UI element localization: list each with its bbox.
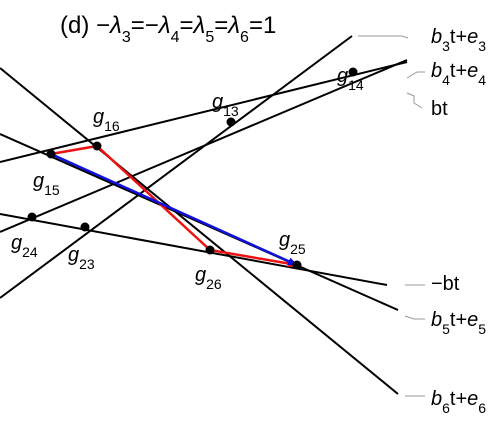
- blue-path: [50, 152, 298, 267]
- points-layer: [27, 67, 358, 270]
- diagram-title: (d) −λ3=−λ4=λ5=λ6=1: [60, 12, 276, 46]
- lines-layer: [0, 35, 408, 395]
- line-b6t-e6: [0, 67, 399, 395]
- line-bt: [0, 61, 408, 163]
- point-label-g15: g15: [33, 170, 60, 198]
- point-label-g23: g23: [68, 244, 95, 272]
- leader-b4t-e4: [406, 71, 425, 79]
- point-g25: [292, 260, 302, 270]
- line-label-b4t-e4: b4t+e4: [431, 60, 486, 88]
- line-label-bt: bt: [431, 98, 448, 120]
- point-label-g25: g25: [279, 229, 306, 257]
- point-g26: [205, 245, 215, 255]
- leader-b5t-e5: [404, 315, 425, 320]
- point-label-g16: g16: [93, 106, 120, 134]
- red-path: [50, 144, 298, 268]
- point-label-g26: g26: [195, 264, 222, 292]
- leader-bt: [406, 92, 423, 109]
- line-label-b3t-e3: b3t+e3: [431, 26, 486, 54]
- line-b3t-e3: [0, 35, 353, 299]
- point-g16: [92, 141, 102, 151]
- point-label-g13: g13: [212, 91, 239, 119]
- point-g13: [226, 117, 236, 127]
- line-label-neg-bt: −bt: [431, 273, 460, 295]
- line-b4t-e4: [0, 59, 408, 233]
- point-label-g14: g14: [337, 65, 364, 93]
- point-label-g24: g24: [11, 232, 38, 260]
- point-g24: [27, 212, 37, 222]
- point-g14: [348, 67, 358, 77]
- leader-b3t-e3: [358, 35, 409, 39]
- labels-layer: g13 g14 g15 g16 g23 g24 g25 g26 b3t+e3 b4t+e4 bt −b…: [11, 26, 486, 416]
- paths-layer: [50, 144, 298, 268]
- point-g15: [46, 149, 56, 159]
- point-g23: [80, 222, 90, 232]
- line-label-b6t-e6: b6t+e6: [431, 388, 486, 416]
- line-label-b5t-e5: b5t+e5: [431, 309, 486, 337]
- leaders-layer: [358, 35, 425, 397]
- line-neg-bt: [0, 213, 388, 286]
